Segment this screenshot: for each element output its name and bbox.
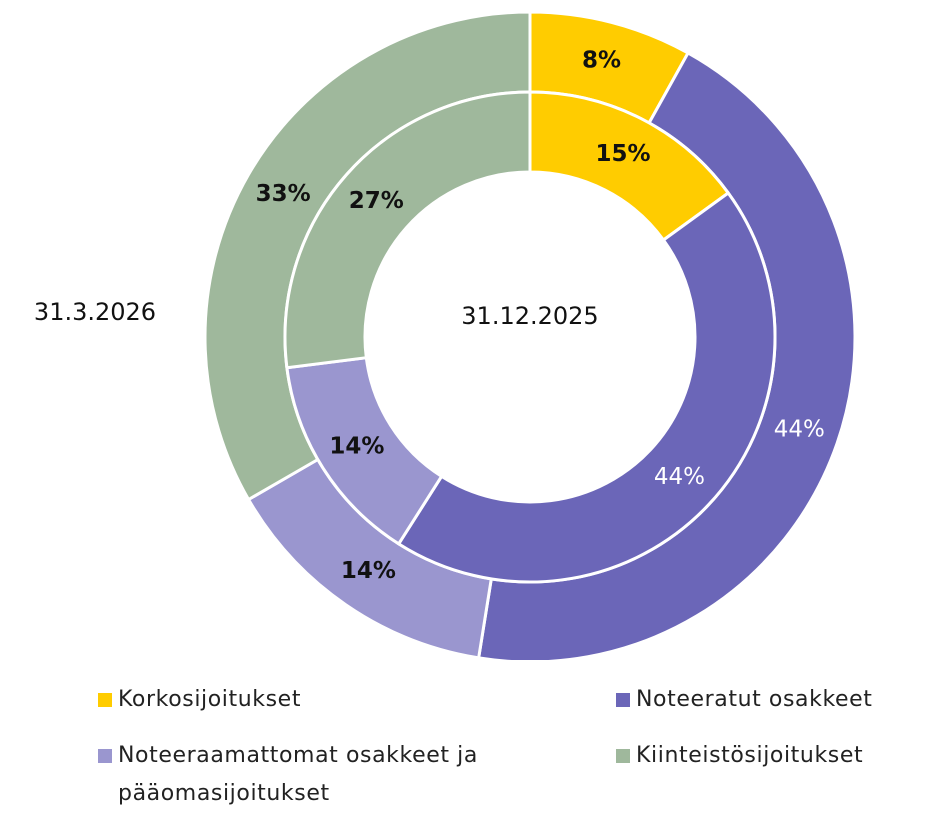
value-label: 15% (596, 141, 651, 167)
value-label: 14% (329, 433, 384, 459)
legend-label: Noteeratut osakkeet (636, 687, 873, 712)
series-label: 31.12.2025 (461, 302, 598, 330)
legend-swatch (616, 749, 630, 763)
value-label: 44% (774, 417, 825, 443)
donut-segment (396, 190, 777, 584)
legend-entry: Noteeratut osakkeet (616, 681, 916, 719)
value-label: 33% (256, 181, 311, 207)
value-label: 44% (654, 464, 705, 490)
value-label: 8% (582, 48, 621, 74)
legend-entry: Noteeraamattomat osakkeet ja pääomasijoi… (98, 737, 478, 813)
legend-label: Korkosijoitukset (118, 687, 302, 712)
legend-label: Noteeraamattomat osakkeet ja pääomasijoi… (118, 743, 478, 806)
value-label: 27% (349, 188, 404, 214)
chart: 8% 44% 14% 33% 15% 44% 14% 27% 31.3.2026 31.12.20… (34, 10, 857, 660)
value-label: 14% (341, 558, 396, 584)
legend-swatch (616, 693, 630, 707)
legend-swatch (98, 693, 112, 707)
legend-swatch (98, 749, 112, 763)
donut-segment (283, 90, 532, 370)
legend-entry: Korkosijoitukset (98, 681, 398, 719)
series-label: 31.3.2026 (34, 298, 156, 326)
legend-entry: Kiinteistösijoitukset (616, 737, 916, 775)
legend-label: Kiinteistösijoitukset (636, 743, 864, 768)
